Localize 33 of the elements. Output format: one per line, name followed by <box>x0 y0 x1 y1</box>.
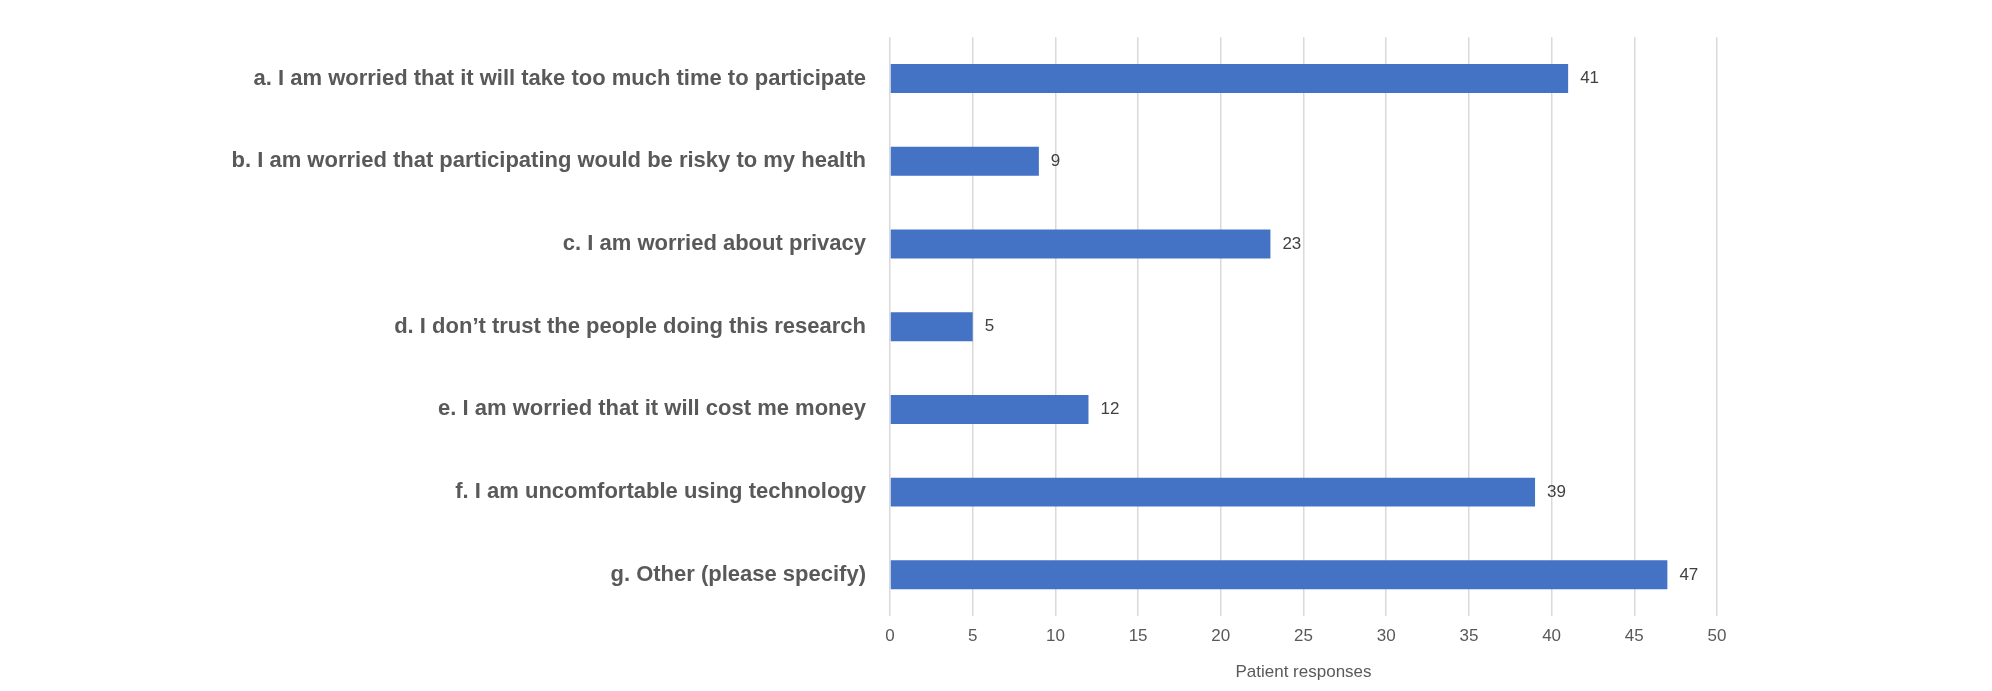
bar <box>890 64 1569 94</box>
x-tick-label: 50 <box>1707 626 1727 646</box>
y-tick-label: g. Other (please specify) <box>610 560 866 586</box>
bar <box>890 312 973 342</box>
x-tick-label: 30 <box>1376 626 1396 646</box>
x-tick-label: 20 <box>1211 626 1231 646</box>
data-label: 5 <box>984 316 995 336</box>
data-label: 41 <box>1580 68 1600 88</box>
data-label: 23 <box>1282 233 1302 253</box>
bar <box>890 477 1536 507</box>
y-tick-label: a. I am worried that it will take too much time to participate <box>253 64 866 90</box>
x-tick-label: 45 <box>1624 626 1644 646</box>
x-tick-label: 25 <box>1294 626 1313 646</box>
y-tick-label: c. I am worried about privacy <box>562 230 867 256</box>
x-tick-label: 5 <box>967 626 978 646</box>
y-tick-label: f. I am uncomfortable using technology <box>455 478 867 504</box>
data-label: 9 <box>1050 150 1061 170</box>
x-axis-title: Patient responses <box>1235 662 1372 682</box>
x-tick-label: 15 <box>1128 626 1148 646</box>
y-tick-label: b. I am worried that participating would be risky to my health <box>231 147 866 173</box>
x-tick-label: 0 <box>885 626 895 646</box>
bar <box>890 394 1089 424</box>
bar <box>890 560 1668 590</box>
data-label: 47 <box>1679 564 1699 584</box>
bar <box>890 146 1039 176</box>
x-tick-label: 40 <box>1542 626 1562 646</box>
x-tick-label: 35 <box>1459 626 1479 646</box>
y-tick-label: d. I don’t trust the people doing this research <box>394 312 866 338</box>
data-label: 39 <box>1547 481 1566 501</box>
bar <box>890 229 1271 259</box>
data-label: 12 <box>1100 399 1120 419</box>
y-tick-label: e. I am worried that it will cost me money <box>438 395 867 421</box>
x-tick-label: 10 <box>1045 626 1065 646</box>
